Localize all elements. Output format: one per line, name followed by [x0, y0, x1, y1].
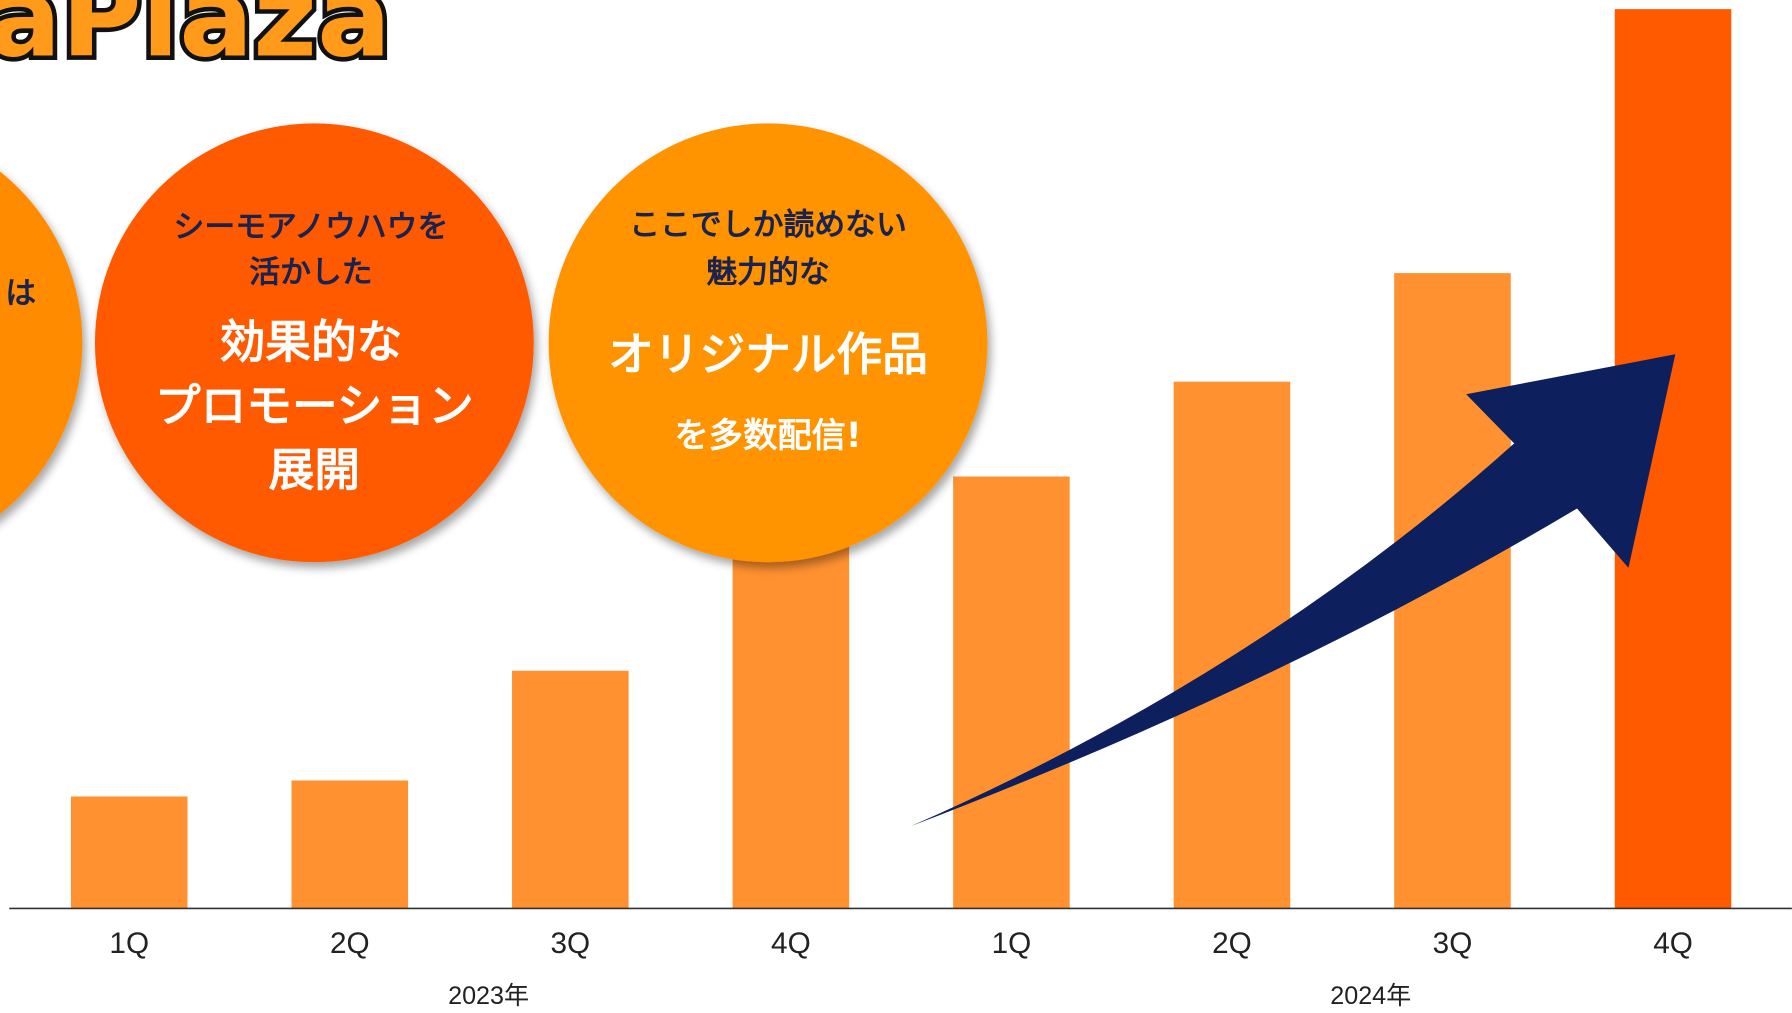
x-tick-label: 2Q	[330, 927, 370, 960]
circle-text: 展開	[269, 444, 360, 497]
x-tick-label: 2Q	[1212, 927, 1252, 960]
circle-text: は	[5, 275, 36, 311]
x-tick-label: 1Q	[992, 927, 1032, 960]
circle-original	[548, 123, 988, 563]
group-label: 2024年	[1330, 982, 1411, 1009]
bar	[953, 476, 1070, 909]
x-tick-label: 3Q	[551, 927, 591, 960]
bar	[732, 537, 850, 909]
circle-text: を多数配信!	[675, 416, 862, 456]
group-label: 2023年	[448, 982, 529, 1009]
x-tick-label: 4Q	[1653, 927, 1693, 960]
x-tick-label: 4Q	[771, 927, 811, 960]
bar	[291, 780, 409, 909]
circle-left	[0, 171, 83, 515]
circle-text: 魅力的な	[706, 255, 829, 291]
circle-text: ここでしか読めない	[629, 207, 907, 243]
circle-promo	[94, 123, 534, 563]
logo: gaPlaza	[0, 0, 391, 81]
circle-text: シーモアノウハウを	[174, 209, 449, 245]
circle-text: 活かした	[249, 255, 372, 291]
circle-text: プロモーション	[155, 380, 474, 433]
circle-text: 効果的な	[220, 316, 403, 369]
x-tick-label: 1Q	[109, 927, 149, 960]
circle-text: オリジナル作品	[608, 328, 928, 381]
growth-arrow	[910, 354, 1676, 827]
bar	[512, 670, 629, 909]
bar	[70, 796, 188, 909]
x-tick-label: 3Q	[1433, 927, 1473, 960]
